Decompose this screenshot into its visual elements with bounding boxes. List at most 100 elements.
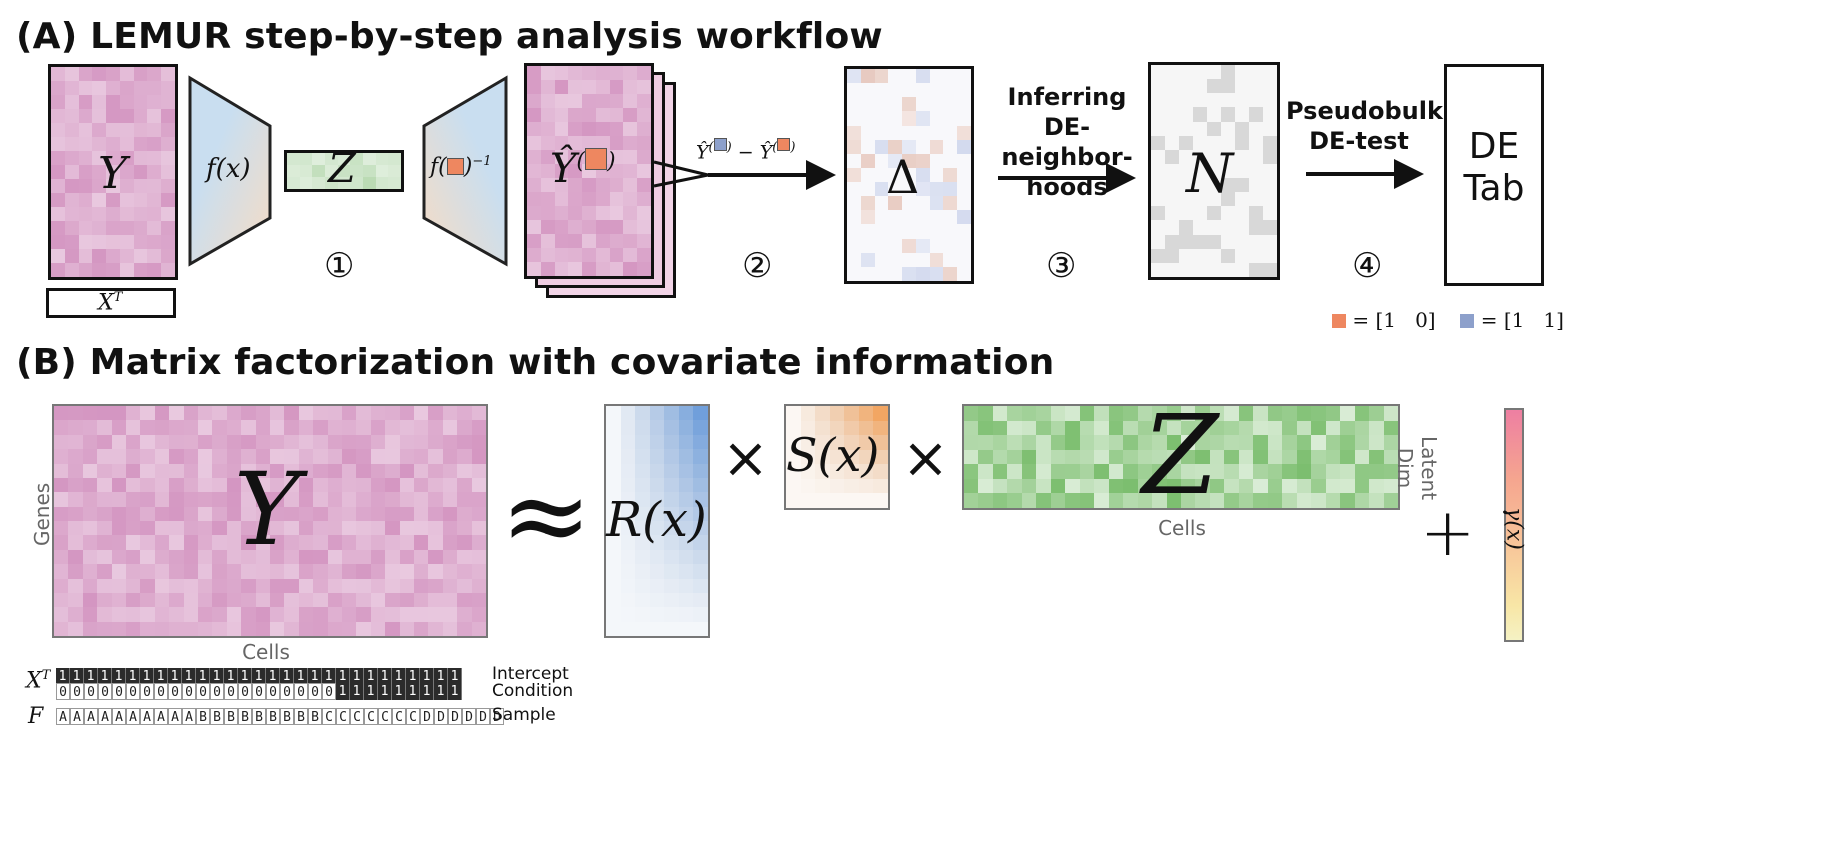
heatmap-cell: [902, 182, 916, 197]
heatmap-cell: [413, 406, 429, 421]
heatmap-cell: [858, 478, 874, 494]
heatmap-cell: [1151, 121, 1165, 136]
heatmap-cell: [929, 69, 944, 84]
heatmap-cell: [1221, 149, 1235, 164]
heatmap-cell: [255, 449, 270, 464]
heatmap-cell: [902, 69, 916, 84]
heatmap-cell: [385, 477, 400, 493]
heatmap-cell: [1179, 206, 1193, 221]
heatmap-cell: [1267, 406, 1283, 421]
heatmap-cell: [97, 434, 112, 450]
heatmap-cell: [241, 420, 256, 435]
heatmap-cell: [978, 493, 993, 508]
heatmap-cell: [1253, 464, 1268, 479]
heatmap-cell: [442, 434, 458, 450]
heatmap-cell: [635, 621, 650, 636]
heatmap-cell: [874, 224, 889, 239]
heatmap-cell: [1221, 121, 1235, 136]
heatmap-cell: [54, 564, 69, 579]
heatmap-cell: [457, 420, 472, 435]
heatmap-cell: [1166, 478, 1181, 494]
heatmap-cell: [1021, 406, 1037, 421]
heatmap-cell: [554, 178, 569, 192]
heatmap-cell: [68, 420, 83, 435]
heatmap-cell: [858, 464, 874, 479]
heatmap-cell: [442, 535, 458, 550]
heatmap-cell: [97, 564, 112, 579]
heatmap-cell: [241, 578, 256, 593]
heatmap-cell: [858, 420, 874, 436]
heatmap-cell: [399, 506, 414, 521]
heatmap-cell: [847, 196, 861, 211]
heatmap-cell: [1165, 248, 1179, 263]
heatmap-cell: [442, 521, 458, 536]
heatmap-cell: [284, 621, 299, 636]
heatmap-cell: [1263, 79, 1277, 94]
heatmap-cell: [1123, 435, 1138, 450]
heatmap-cell: [1165, 220, 1179, 235]
heatmap-cell: [428, 549, 443, 565]
heatmap-cell: [1151, 135, 1165, 150]
heatmap-cell: [125, 521, 141, 536]
heatmap-cell: [68, 592, 83, 608]
heatmap-cell: [284, 463, 299, 478]
heatmap-cell: [635, 535, 650, 550]
heatmap-cell: [620, 477, 636, 493]
covariate-cell: B: [196, 708, 210, 725]
heatmap-cell: [1123, 493, 1138, 508]
heatmap-cell: [471, 549, 486, 565]
heatmap-cell: [161, 179, 175, 193]
heatmap-cell: [693, 477, 708, 493]
heatmap-cell: [678, 406, 694, 421]
heatmap-cell: [902, 125, 916, 140]
heatmap-cell: [298, 607, 314, 622]
heatmap-cell: [97, 477, 112, 493]
heatmap-cell: [649, 549, 665, 565]
heatmap-cell: [183, 420, 198, 435]
panel-a-title: (A) LEMUR step-by-step analysis workflow: [16, 16, 883, 57]
heatmap-cell: [957, 111, 971, 126]
heatmap-cell: [1094, 493, 1109, 508]
heatmap-cell: [147, 207, 162, 221]
heatmap-cell: [133, 95, 148, 109]
heatmap-cell: [678, 492, 694, 507]
heatmap-cell: [1152, 478, 1167, 494]
heatmap-cell: [147, 193, 162, 207]
covariate-cell: 1: [294, 668, 308, 685]
heatmap-cell: [370, 578, 386, 593]
heatmap-cell: [1193, 206, 1207, 221]
heatmap-cell: [154, 621, 170, 636]
z-latent-box: [284, 150, 404, 192]
heatmap-cell: [68, 406, 83, 421]
heatmap-cell: [1263, 178, 1277, 193]
heatmap-cell: [327, 621, 342, 636]
difference-label: Ŷ() − Ŷ(): [696, 138, 796, 164]
heatmap-cell: [399, 621, 414, 636]
heatmap-cell: [637, 192, 651, 206]
heatmap-cell: [1079, 449, 1095, 465]
covariate-cell: 0: [84, 683, 98, 700]
heatmap-cell: [1207, 163, 1221, 179]
times-symbol-1: ×: [722, 426, 769, 491]
heatmap-cell: [119, 235, 134, 249]
y-big-matrix: [52, 404, 488, 638]
heatmap-cell: [1195, 449, 1210, 465]
heatmap-cell: [1235, 93, 1249, 108]
heatmap-cell: [1193, 135, 1207, 150]
heatmap-cell: [606, 535, 621, 550]
heatmap-cell: [568, 136, 583, 150]
heatmap-cell: [255, 406, 270, 421]
heatmap-cell: [54, 549, 69, 565]
heatmap-cell: [1235, 178, 1249, 193]
heatmap-cell: [1235, 107, 1249, 122]
heatmap-cell: [609, 66, 624, 80]
heatmap-cell: [92, 81, 107, 95]
difference-arrow: [653, 160, 836, 190]
heatmap-cell: [92, 67, 107, 81]
heatmap-cell: [1050, 435, 1066, 450]
heatmap-cell: [226, 592, 242, 608]
heatmap-cell: [68, 477, 83, 493]
heatmap-cell: [68, 521, 83, 536]
heatmap-cell: [92, 179, 107, 193]
heatmap-cell: [106, 235, 120, 249]
